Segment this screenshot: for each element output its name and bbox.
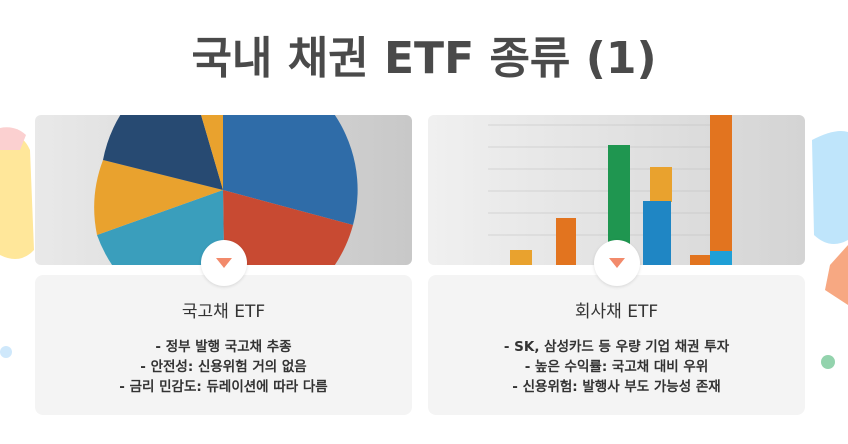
item: - 정부 발행 국고채 추종 [155, 339, 292, 355]
arrow-badge [201, 240, 247, 286]
item: - 신용위험: 발행사 부도 가능성 존재 [512, 379, 721, 395]
item: - SK, 삼성카드 등 우량 기업 채권 투자 [503, 339, 730, 355]
card-body: 회사채 ETF - SK, 삼성카드 등 우량 기업 채권 투자 - 높은 수익… [428, 275, 805, 415]
card-items: - SK, 삼성카드 등 우량 기업 채권 투자 - 높은 수익률: 국고채 대… [428, 337, 805, 397]
item: - 안전성: 신용위험 거의 없음 [140, 359, 307, 375]
item: - 높은 수익률: 국고채 대비 우위 [524, 359, 709, 375]
pie-image [35, 115, 412, 265]
item: - 금리 민감도: 듀레이션에 따라 다름 [119, 379, 328, 395]
card: 회사채 ETF - SK, 삼성카드 등 우량 기업 채권 투자 - 높은 수익… [428, 115, 805, 415]
title: 국내 채권 ETF 종류 (1) [191, 33, 657, 84]
card-title: 회사채 ETF [574, 302, 659, 322]
card-body: 국고채 ETF - 정부 발행 국고채 추종 - 안전성: 신용위험 거의 없음… [35, 275, 412, 415]
bar-image [428, 115, 805, 265]
card: 국고채 ETF - 정부 발행 국고채 추종 - 안전성: 신용위험 거의 없음… [35, 115, 412, 415]
card-items: - 정부 발행 국고채 추종 - 안전성: 신용위험 거의 없음 - 금리 민감… [35, 337, 412, 397]
arrow-badge [594, 240, 640, 286]
card-title: 국고채 ETF [181, 302, 266, 322]
